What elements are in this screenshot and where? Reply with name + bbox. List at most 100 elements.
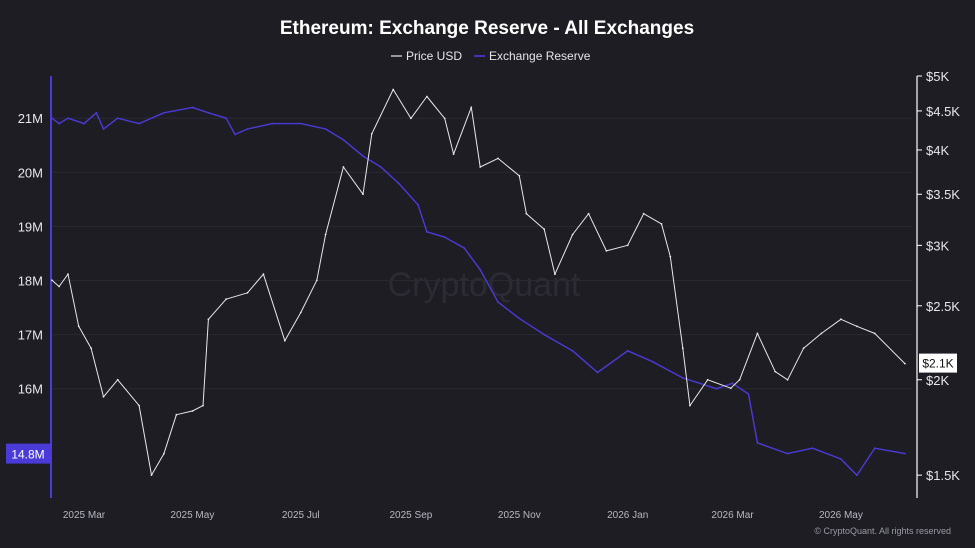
exchange-reserve-line-point <box>397 182 400 185</box>
price-usd-line-point <box>452 153 455 156</box>
exchange-reserve-line-point <box>67 117 69 120</box>
price-usd-line-point <box>299 311 302 314</box>
exchange-reserve-line-point <box>443 236 446 239</box>
price-usd-line-point <box>443 117 446 120</box>
right-tick-label: $4K <box>926 143 949 158</box>
exchange-reserve-line-point <box>747 393 750 395</box>
legend: Price USD Exchange Reserve <box>391 49 591 63</box>
exchange-reserve-line-point <box>83 122 85 125</box>
price-usd-line-point <box>102 395 105 398</box>
price-usd-line-point <box>525 212 528 215</box>
copyright: © CryptoQuant. All rights reserved <box>814 526 951 536</box>
exchange-reserve-line-point <box>225 117 228 120</box>
right-tick-label: $1.5K <box>926 468 960 483</box>
price-usd-line-point <box>856 325 858 328</box>
exchange-reserve-line-point <box>102 128 105 130</box>
price-usd-line-point <box>175 413 178 416</box>
exchange-reserve-line-point <box>299 122 302 125</box>
exchange-reserve-line-point <box>324 128 327 130</box>
x-tick-label: 2026 Jan <box>607 510 648 521</box>
x-tick-label: 2025 Jul <box>282 510 320 521</box>
price-usd-line-point <box>554 273 556 276</box>
left-tick-label: 21M <box>18 111 43 126</box>
right-tick-label: $2K <box>926 373 949 388</box>
right-tick-label: $3.5K <box>926 187 960 202</box>
price-usd-line-point <box>207 318 210 321</box>
x-tick-label: 2026 May <box>819 510 863 521</box>
price-usd-line-point <box>342 166 345 168</box>
exchange-reserve-line-point <box>463 247 466 249</box>
x-tick-label: 2026 Mar <box>711 510 754 521</box>
right-tick-label: $3K <box>926 238 949 253</box>
price-usd-line-point <box>202 404 204 407</box>
price-usd-line-point <box>58 285 60 288</box>
series-layer <box>51 88 906 477</box>
exchange-reserve-line-point <box>417 203 419 206</box>
watermark: CryptoQuant <box>388 266 581 304</box>
price-usd-line-point <box>904 362 906 365</box>
reserve-last-value-badge: 14.8M <box>6 443 50 464</box>
exchange-reserve-line-point <box>342 138 345 141</box>
price-usd-line-point <box>315 279 318 282</box>
price-usd-line-point <box>729 387 732 390</box>
exchange-reserve-line-point <box>651 360 654 363</box>
price-usd-line-point <box>786 378 789 381</box>
price-usd-line-point <box>225 298 228 301</box>
price-usd-line-point <box>51 279 53 282</box>
left-tick-label: 18M <box>18 274 43 289</box>
exchange-reserve-line-point <box>379 166 382 168</box>
price-usd-line-point <box>626 244 629 247</box>
price-badge-bg <box>919 353 957 373</box>
x-tick-label: 2025 Mar <box>63 510 106 521</box>
exchange-reserve-line-point <box>163 111 165 114</box>
price-usd-line-point <box>370 132 373 135</box>
exchange-reserve-line-point <box>138 122 141 125</box>
price-usd-line-point <box>283 339 286 342</box>
price-usd-line-point <box>669 255 672 258</box>
exchange-reserve-line-point <box>426 230 428 233</box>
price-usd-line-point <box>660 223 663 225</box>
price-usd-line-point <box>116 378 119 381</box>
exchange-reserve-line-point <box>840 458 842 460</box>
price-usd-line-point <box>497 157 499 160</box>
price-usd-line-point <box>642 212 645 215</box>
exchange-reserve-line-point <box>543 333 546 336</box>
price-usd-line-point <box>392 88 395 91</box>
price-usd-line-point <box>543 228 546 231</box>
price-last-value-badge: $2.1K <box>919 353 957 373</box>
exchange-reserve-line-point <box>271 122 274 125</box>
exchange-reserve-line-point <box>904 452 906 455</box>
price-usd-line-point <box>840 318 842 321</box>
price-usd-line-point <box>756 332 759 335</box>
price-usd-line-point <box>774 370 777 373</box>
legend-label-reserve: Exchange Reserve <box>489 49 591 63</box>
exchange-reserve-line-point <box>246 128 249 130</box>
exchange-reserve-line-point <box>51 117 53 120</box>
exchange-reserve-line-point <box>497 301 499 303</box>
price-usd-line-point <box>163 452 165 455</box>
left-tick-label: 20M <box>18 165 43 180</box>
price-usd-line-point <box>681 347 684 350</box>
exchange-reserve-line-point <box>116 117 119 120</box>
exchange-reserve-line-point <box>811 447 814 450</box>
chart-title: Ethereum: Exchange Reserve - All Exchang… <box>280 18 694 39</box>
grid-lines <box>52 117 912 390</box>
price-usd-line-point <box>873 332 876 335</box>
right-tick-label: $4.5K <box>926 104 960 119</box>
price-usd-line-point <box>410 117 412 120</box>
price-usd-line-point <box>587 212 590 215</box>
exchange-reserve-line-point <box>596 371 599 374</box>
x-tick-label: 2025 Nov <box>498 510 541 521</box>
exchange-reserve-line-point <box>58 122 60 125</box>
right-tick-label: $5K <box>926 69 949 84</box>
exchange-reserve-line-point <box>234 133 236 136</box>
exchange-reserve-line-point <box>362 155 364 158</box>
exchange-reserve-line-point <box>715 387 718 390</box>
x-tick-label: 2025 May <box>170 510 214 521</box>
x-tick-label: 2025 Sep <box>390 510 433 521</box>
exchange-reserve-line-point <box>207 111 210 114</box>
price-usd-line-point <box>689 404 691 407</box>
exchange-reserve-line-point <box>786 452 789 455</box>
price-usd-line-point <box>77 325 80 328</box>
